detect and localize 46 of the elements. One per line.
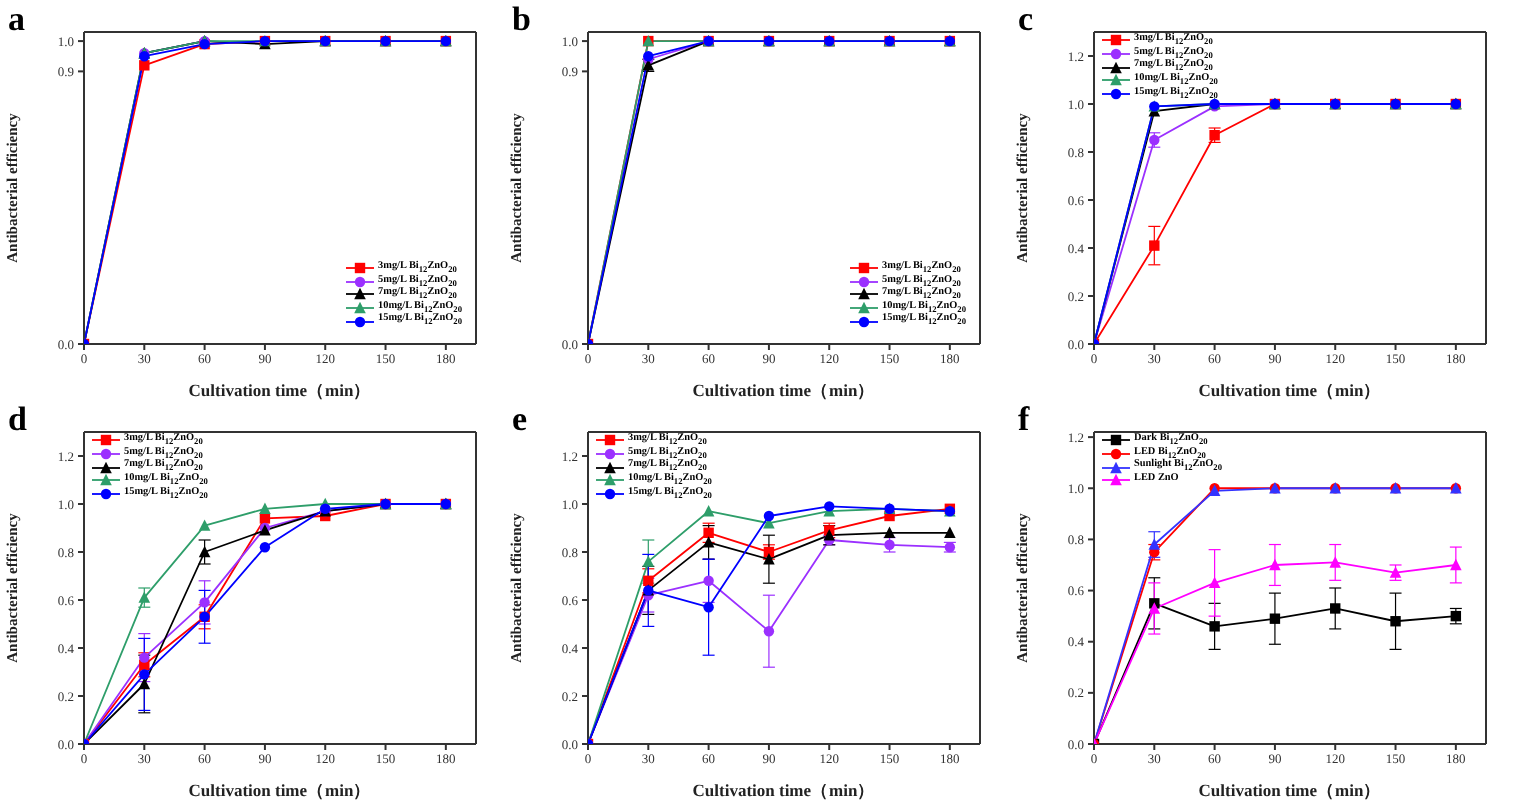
- point: [883, 526, 896, 538]
- point: [763, 510, 775, 522]
- point: [198, 519, 211, 531]
- x-axis-title: Cultivation time（min）: [188, 780, 372, 800]
- point: [1269, 558, 1281, 571]
- point: [703, 575, 714, 586]
- x-axis-title: Cultivation time（min）: [188, 380, 372, 400]
- point: [702, 536, 715, 548]
- point: [643, 575, 654, 586]
- point: [1269, 613, 1281, 624]
- point: [1149, 240, 1160, 251]
- point: [823, 529, 836, 541]
- point: [702, 505, 715, 517]
- point: [1148, 538, 1161, 550]
- chart-title: c: [1018, 0, 1034, 40]
- x-axis-title: Cultivation time（min）: [1198, 380, 1382, 400]
- chart-title: d: [8, 400, 27, 440]
- x-axis-title: Cultivation time（min）: [1198, 780, 1382, 800]
- point: [1208, 576, 1221, 589]
- point: [703, 527, 714, 538]
- point: [703, 602, 714, 613]
- point: [199, 597, 210, 608]
- chart-title: e: [512, 400, 528, 440]
- point: [259, 542, 271, 553]
- point: [138, 591, 151, 603]
- point: [642, 555, 655, 567]
- point: [824, 501, 835, 512]
- point: [139, 669, 150, 680]
- point: [1330, 603, 1341, 614]
- point: [763, 553, 775, 565]
- point: [1450, 558, 1462, 571]
- point: [139, 60, 150, 71]
- chart-title: a: [8, 0, 25, 40]
- point: [763, 626, 775, 637]
- point: [1148, 602, 1161, 614]
- point: [1329, 556, 1342, 568]
- chart-title: f: [1018, 400, 1030, 440]
- x-axis-title: Cultivation time（min）: [692, 380, 876, 400]
- point: [944, 526, 956, 538]
- x-axis-title: Cultivation time（min）: [692, 780, 876, 800]
- point: [1390, 616, 1401, 627]
- point: [139, 652, 150, 663]
- point: [259, 502, 271, 514]
- point: [198, 545, 211, 558]
- chart-title: b: [512, 0, 531, 40]
- point: [1209, 621, 1220, 632]
